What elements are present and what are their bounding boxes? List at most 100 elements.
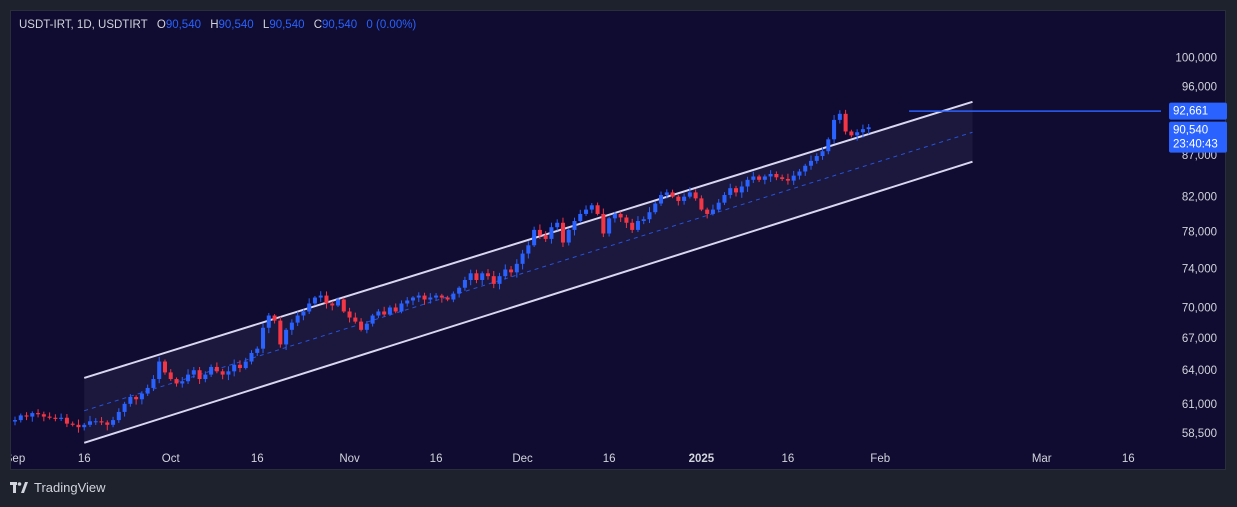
candles-group — [12, 109, 871, 433]
candle-body — [272, 315, 277, 321]
candle — [370, 313, 375, 327]
candle — [191, 366, 196, 379]
candle — [728, 183, 733, 199]
candle — [359, 318, 364, 332]
candle — [687, 187, 692, 199]
candle — [335, 297, 341, 308]
candle — [410, 296, 416, 306]
candle — [151, 375, 156, 392]
candle-body — [543, 235, 548, 239]
candle — [555, 219, 560, 231]
candle — [168, 369, 173, 381]
candle — [751, 171, 756, 183]
candle — [757, 174, 762, 183]
x-tick-label: 16 — [1122, 453, 1135, 465]
candle-body — [687, 192, 692, 197]
candle-body — [266, 315, 271, 328]
candle-body — [445, 297, 450, 300]
candle-body — [866, 127, 871, 130]
candle — [803, 163, 808, 176]
candle-body — [330, 303, 335, 306]
candle-body — [491, 276, 496, 284]
chart-panel[interactable]: 100,000 96,000 87,000 82,000 78,000 74,000 70,… — [10, 10, 1227, 471]
candle — [220, 368, 225, 380]
x-tick-label: Nov — [339, 453, 360, 465]
candle — [387, 305, 392, 316]
candle-body — [566, 229, 571, 243]
y-tick-label: 87,000 — [1182, 150, 1217, 162]
candle-body — [87, 421, 93, 425]
candle-body — [526, 245, 531, 254]
candle — [710, 204, 715, 216]
candle-body — [751, 176, 756, 180]
candle-body — [532, 229, 537, 246]
candle-body — [410, 297, 416, 301]
candle — [278, 316, 283, 348]
candle-body — [849, 131, 854, 136]
x-tick-label: 16 — [251, 453, 264, 465]
candle — [266, 312, 271, 334]
candle-body — [814, 156, 819, 161]
x-axis: Sep 16 Oct 16 Nov 16 Dec 16 2025 16 Feb Mar 16 — [11, 453, 1135, 465]
candle — [232, 359, 237, 377]
candle — [624, 214, 629, 229]
candle — [635, 216, 640, 233]
candle — [324, 291, 329, 309]
footer-brand[interactable]: TradingView — [10, 480, 106, 495]
candle-body — [312, 297, 317, 304]
candle-body — [36, 413, 41, 415]
candle — [457, 286, 462, 298]
candle — [566, 228, 571, 246]
candle-body — [555, 222, 560, 228]
candle-body — [462, 280, 467, 288]
x-tick-label: 16 — [782, 453, 795, 465]
candle — [116, 408, 121, 423]
candle — [64, 414, 69, 428]
candle — [162, 359, 167, 375]
candle — [462, 276, 467, 291]
y-tick-label: 74,000 — [1182, 264, 1217, 276]
close-label: C — [313, 19, 323, 31]
price-label-bg — [1169, 102, 1227, 120]
candle-body — [745, 179, 750, 187]
candle — [676, 195, 681, 206]
candle-body — [335, 299, 341, 306]
candle — [145, 384, 150, 396]
candle-body — [664, 192, 669, 195]
y-tick-label: 64,000 — [1182, 365, 1217, 377]
candle — [180, 376, 185, 388]
candle — [618, 211, 623, 222]
change-value: 0 (0.00%) — [366, 19, 417, 31]
candle — [307, 298, 312, 314]
candle — [722, 192, 727, 206]
candle-body — [347, 311, 352, 318]
candle — [30, 411, 35, 422]
high-value: 90,540 — [218, 19, 254, 31]
candle — [612, 211, 617, 223]
candle-body — [289, 322, 294, 330]
candle-body — [249, 352, 254, 362]
candle — [237, 360, 242, 373]
y-tick-label: 82,000 — [1182, 192, 1217, 204]
candle-body — [728, 188, 733, 195]
candle-body — [514, 263, 519, 273]
candle — [93, 418, 98, 425]
candle — [255, 346, 260, 356]
candle — [139, 391, 144, 405]
candle-body — [18, 415, 23, 421]
candle-body — [832, 119, 837, 140]
candle-body — [699, 198, 704, 210]
open-label: O — [156, 19, 166, 31]
candle — [670, 189, 675, 199]
x-tick-label: Dec — [512, 453, 533, 465]
candle-body — [601, 213, 606, 234]
candle-body — [82, 424, 87, 428]
candlestick-chart[interactable]: 100,000 96,000 87,000 82,000 78,000 74,000 70,… — [11, 11, 1227, 471]
candle — [353, 312, 358, 324]
candle-body — [370, 315, 375, 324]
candle — [12, 416, 18, 426]
low-label: L — [262, 19, 270, 31]
candle-body — [780, 177, 785, 179]
candle-body — [180, 381, 185, 384]
candle-body — [174, 379, 179, 384]
